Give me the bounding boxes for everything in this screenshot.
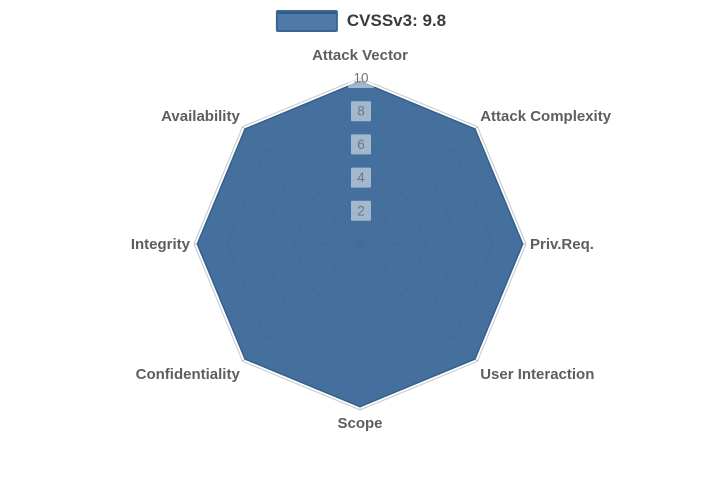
legend-item[interactable]: CVSSv3: 9.8 — [275, 10, 447, 32]
radial-tick-2: 2 — [351, 200, 371, 221]
radial-tick-label-6: 6 — [357, 137, 365, 152]
radial-tick-box-4 — [351, 167, 371, 188]
axis-label-integrity: Integrity — [131, 236, 191, 253]
axis-label-scope: Scope — [337, 415, 382, 432]
radial-tick-label-8: 8 — [357, 104, 365, 119]
radial-tick-8: 8 — [351, 101, 371, 122]
radial-tick-box-8 — [351, 101, 371, 122]
radial-tick-4: 4 — [351, 167, 371, 188]
axis-label-attack-complexity: Attack Complexity — [480, 108, 612, 125]
axis-label-availability: Availability — [161, 108, 240, 125]
radial-tick-label-4: 4 — [357, 170, 365, 185]
series-polygon-cvssv3-9-8 — [196, 80, 524, 408]
radial-tick-box-2 — [351, 200, 371, 221]
radial-tick-box-6 — [351, 134, 371, 155]
radial-tick-label-10: 10 — [353, 71, 368, 86]
axis-label-confidentiality: Confidentiality — [136, 366, 241, 383]
radial-tick-10: 10 — [348, 68, 374, 88]
legend-label: CVSSv3: 9.8 — [346, 11, 447, 30]
radial-tick-box-10 — [348, 68, 374, 88]
axis-label-user-interaction: User Interaction — [480, 366, 594, 383]
axis-label-priv-req: Priv.Req. — [530, 236, 594, 253]
radial-tick-label-2: 2 — [357, 203, 365, 218]
radial-tick-6: 6 — [351, 134, 371, 155]
legend-swatch — [275, 10, 338, 32]
axis-label-attack-vector: Attack Vector — [312, 47, 408, 64]
